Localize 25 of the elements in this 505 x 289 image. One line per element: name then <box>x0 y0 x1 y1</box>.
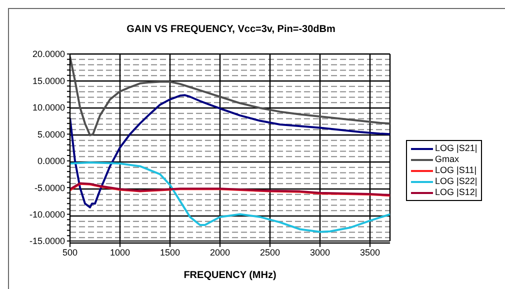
y-tick-label: 0.0000 <box>37 156 65 166</box>
legend-label: LOG |S11| <box>435 165 477 176</box>
legend-label: LOG |S12| <box>435 187 478 198</box>
y-tick-label: 20.0000 <box>32 49 65 60</box>
x-tick-label: 1500 <box>160 247 180 258</box>
chart-title: GAIN VS FREQUENCY, Vcc=3v, Pin=-30dBm <box>126 24 336 35</box>
legend-label: Gmax <box>435 154 460 165</box>
x-tick-label: 3000 <box>310 247 330 258</box>
x-tick-label: 2500 <box>260 247 280 258</box>
y-tick-label: 15.0000 <box>32 76 65 86</box>
x-tick-label: 3500 <box>360 247 380 258</box>
y-tick-label: -5.0000 <box>34 182 65 193</box>
y-tick-label: 10.0000 <box>32 102 65 113</box>
y-tick-label: -15.0000 <box>29 236 65 246</box>
x-axis-title: FREQUENCY (MHz) <box>184 270 276 281</box>
x-tick-label: 500 <box>62 247 78 258</box>
line-series <box>70 94 390 208</box>
legend-label: LOG |S22| <box>435 176 478 187</box>
x-tick-label: 2000 <box>210 247 230 258</box>
legend-label: LOG |S21| <box>435 143 478 154</box>
y-tick-label: -10.0000 <box>29 209 65 220</box>
line-series <box>70 56 390 136</box>
x-tick-label: 1000 <box>110 247 130 258</box>
y-tick-label: 5.0000 <box>37 129 65 140</box>
line-series <box>70 161 390 233</box>
